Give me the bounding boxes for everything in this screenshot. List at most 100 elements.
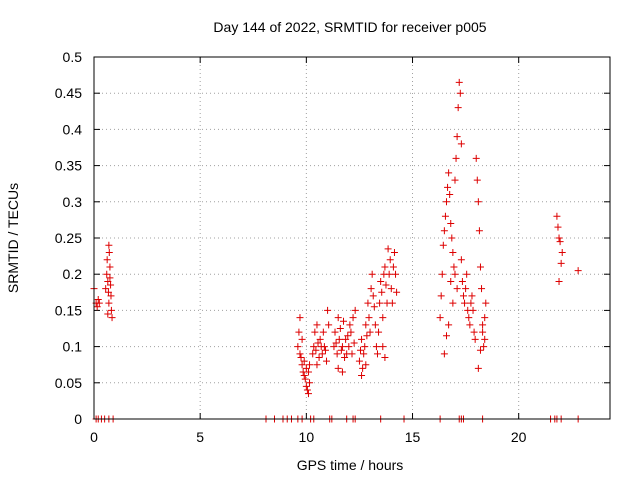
data-point <box>454 104 462 112</box>
y-tick-label: 0.2 <box>63 266 83 282</box>
data-point <box>365 314 373 322</box>
y-tick-label: 0.4 <box>63 121 83 137</box>
data-point <box>382 281 390 289</box>
data-point <box>367 285 375 293</box>
data-point <box>480 343 488 351</box>
data-point <box>366 328 374 336</box>
data-point <box>105 241 113 249</box>
data-point <box>314 339 322 347</box>
data-point <box>346 321 354 329</box>
data-point <box>106 263 114 271</box>
data-point <box>334 314 342 322</box>
data-point <box>324 306 332 314</box>
data-point <box>478 285 486 293</box>
data-point <box>467 299 475 307</box>
grid-lines <box>94 57 610 419</box>
data-point <box>558 248 566 256</box>
data-point <box>471 335 479 343</box>
data-point <box>298 361 306 369</box>
data-point <box>472 154 480 162</box>
data-point <box>557 259 565 267</box>
data-point <box>447 277 455 285</box>
data-point <box>554 223 562 231</box>
data-point <box>369 292 377 300</box>
data-point <box>378 288 386 296</box>
data-point <box>362 361 370 369</box>
data-point <box>476 263 484 271</box>
data-point <box>104 310 112 318</box>
data-point <box>462 285 470 293</box>
data-point <box>555 234 563 242</box>
y-tick-label: 0 <box>74 411 82 427</box>
data-point <box>444 183 452 191</box>
data-point <box>393 288 401 296</box>
x-tick-labels: 0 5 10 15 20 <box>90 429 527 445</box>
data-point <box>452 154 460 162</box>
data-point <box>325 321 333 329</box>
data-point <box>358 372 366 380</box>
data-point <box>456 89 464 97</box>
x-tick-label: 10 <box>299 429 315 445</box>
data-point <box>437 292 445 300</box>
y-tick-label: 0.1 <box>63 339 83 355</box>
data-point <box>347 328 355 336</box>
data-point <box>303 386 311 394</box>
data-point <box>298 335 306 343</box>
data-point <box>389 263 397 271</box>
data-point <box>447 220 455 228</box>
data-point <box>453 133 461 141</box>
data-point <box>370 303 378 311</box>
data-point <box>459 292 467 300</box>
data-point <box>553 212 561 220</box>
y-tick-label: 0.15 <box>55 302 82 318</box>
data-point <box>375 328 383 336</box>
data-point <box>385 270 393 278</box>
data-point <box>321 346 329 354</box>
data-point <box>373 350 381 358</box>
data-points <box>90 78 582 423</box>
data-point <box>439 241 447 249</box>
data-point <box>106 274 114 282</box>
x-tick-label: 5 <box>196 429 204 445</box>
data-point <box>466 321 474 329</box>
data-point <box>334 364 342 372</box>
axis-ticks <box>93 56 610 420</box>
data-point <box>474 198 482 206</box>
data-point <box>349 314 357 322</box>
data-point <box>358 335 366 343</box>
data-point <box>465 314 473 322</box>
data-point <box>556 238 564 246</box>
y-tick-label: 0.25 <box>55 230 82 246</box>
data-point <box>102 285 110 293</box>
data-point <box>313 321 321 329</box>
data-point <box>440 350 448 358</box>
data-point <box>312 346 320 354</box>
data-point <box>457 256 465 264</box>
data-point <box>304 368 312 376</box>
data-point <box>304 390 312 398</box>
data-point <box>315 353 323 361</box>
data-point <box>388 299 396 307</box>
data-point <box>453 285 461 293</box>
data-point <box>574 267 582 275</box>
data-point <box>103 256 111 264</box>
x-tick-label: 15 <box>405 429 421 445</box>
data-point <box>479 328 487 336</box>
data-point <box>302 364 310 372</box>
data-point <box>337 346 345 354</box>
data-point <box>448 234 456 242</box>
x-tick-label: 0 <box>90 429 98 445</box>
data-point <box>386 256 394 264</box>
data-point <box>442 332 450 340</box>
data-point <box>105 299 113 307</box>
data-point <box>104 277 112 285</box>
plot-frame <box>93 56 611 420</box>
data-point <box>476 346 484 354</box>
data-point <box>384 245 392 253</box>
data-point <box>296 314 304 322</box>
data-point <box>473 176 481 184</box>
data-point <box>379 343 387 351</box>
data-point <box>436 314 444 322</box>
data-point <box>363 332 371 340</box>
data-point <box>318 350 326 358</box>
